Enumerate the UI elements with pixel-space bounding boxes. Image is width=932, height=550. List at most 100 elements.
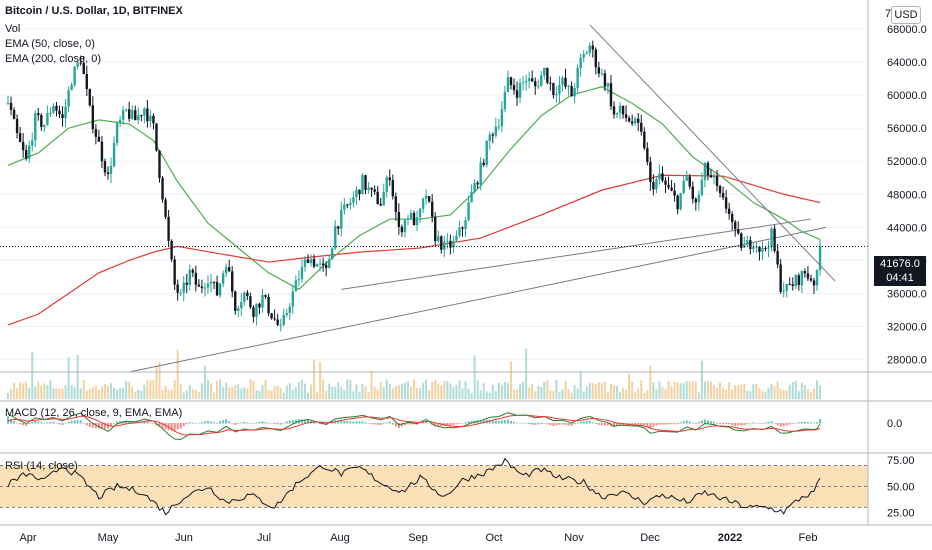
volume-bar (240, 388, 243, 399)
volume-bar (19, 382, 22, 399)
volume-bar (516, 389, 519, 399)
macd-histogram-bar (391, 423, 394, 425)
volume-bar (422, 383, 425, 399)
candle-body (500, 109, 504, 127)
candle-body (240, 302, 243, 309)
candle-body (28, 145, 31, 159)
macd-legend[interactable]: MACD (12, 26, close, 9, EMA, EMA) (5, 407, 183, 419)
candle-body (627, 117, 631, 122)
macd-histogram-bar (509, 421, 512, 424)
time-axis[interactable]: Apr May Jun Jul Aug Sep Oct Nov Dec 2022 Feb (19, 532, 817, 544)
volume-bar (119, 388, 122, 399)
candle-body (46, 113, 49, 125)
volume-legend[interactable]: Vol (5, 23, 21, 35)
candle-body (131, 110, 134, 119)
time-tick-label: Jun (175, 532, 193, 544)
candle-body (712, 176, 716, 178)
currency-button[interactable]: USD (891, 6, 921, 24)
volume-bar (782, 390, 785, 399)
macd-histogram-bar (276, 423, 279, 425)
candle-body (770, 228, 773, 248)
volume-bar (100, 386, 103, 399)
volume-bar (294, 386, 297, 399)
candle-body (385, 177, 388, 192)
candle-body (485, 141, 488, 165)
macd-histogram-bar (222, 420, 225, 424)
time-tick-label: Jul (257, 532, 271, 544)
volume-bar (446, 380, 449, 399)
macd-histogram-bar (388, 421, 391, 424)
volume-bar (431, 381, 434, 399)
candle-body (421, 198, 425, 209)
volume-bar (561, 389, 564, 399)
candle-body (727, 208, 731, 215)
candle-body (203, 287, 207, 289)
volume-bar (728, 382, 731, 399)
volume-bar (400, 383, 403, 399)
pane-separators (0, 0, 932, 526)
macd-histogram-bar (637, 423, 640, 425)
candle-body (806, 273, 810, 279)
candle-body (730, 214, 734, 222)
ema50-legend[interactable]: EMA (50, close, 0) (5, 38, 95, 50)
candle-body (149, 115, 152, 122)
candle-body (200, 286, 204, 289)
volume-bar (397, 385, 400, 399)
candle-body (597, 67, 601, 74)
macd-histogram-bar (243, 421, 246, 424)
candle-body (12, 109, 16, 120)
candle-body (318, 263, 322, 265)
macd-histogram-bar (370, 423, 373, 425)
time-tick-label: Dec (640, 532, 660, 544)
candle-body (758, 246, 761, 252)
macd-histogram-bar (364, 422, 367, 424)
candle-body (509, 77, 513, 86)
volume-bar (649, 365, 652, 399)
macd-histogram-bar (528, 423, 531, 424)
ema200-legend[interactable]: EMA (200, close, 0) (5, 53, 101, 65)
candle-body (79, 62, 82, 64)
candle-body (118, 119, 122, 123)
macd-histogram-bar (116, 421, 119, 424)
candle-body (85, 74, 88, 90)
candle-body (594, 49, 598, 68)
macd-histogram-bar (552, 423, 555, 426)
price-axis[interactable]: 28000.032000.036000.040000.044000.048000… (887, 24, 927, 520)
macd-histogram-bar (588, 420, 591, 424)
macd-histogram-bar (43, 422, 46, 424)
candle-body (334, 226, 337, 249)
candle-body (685, 176, 688, 181)
rsi-legend[interactable]: RSI (14, close) (5, 460, 78, 472)
candle-body (752, 246, 755, 249)
volume-bar (428, 390, 431, 399)
macd-histogram-bar (428, 423, 431, 424)
macd-histogram-bar (506, 419, 509, 424)
volume-bar (258, 391, 261, 399)
price-tick-label: 68000.0 (887, 24, 927, 36)
volume-bar (337, 382, 340, 399)
macd-histogram-bar (110, 423, 113, 426)
macd-histogram-bar (288, 420, 291, 424)
candle-body (524, 81, 528, 83)
volume-bar (116, 389, 119, 399)
macd-histogram-bar (19, 423, 22, 425)
candle-body (688, 176, 691, 187)
volume-bar (206, 380, 209, 399)
price-tick-label: 48000.0 (887, 189, 927, 201)
candle-body (185, 282, 188, 285)
candle-body (779, 264, 782, 292)
candle-body (570, 85, 573, 97)
volume-bar (52, 388, 55, 399)
volume-bar (525, 348, 528, 399)
volume-bar (134, 391, 137, 399)
candle-body (179, 292, 182, 294)
macd-histogram-bar (613, 423, 615, 428)
macd-histogram-bar (179, 423, 182, 429)
volume-bar (737, 385, 740, 399)
macd-histogram-bar (16, 422, 19, 424)
candle-body (388, 177, 391, 181)
macd-histogram-bar (52, 421, 55, 424)
volume-bar (297, 382, 300, 399)
candle-body (143, 108, 146, 116)
macd-histogram-bar (55, 422, 58, 424)
